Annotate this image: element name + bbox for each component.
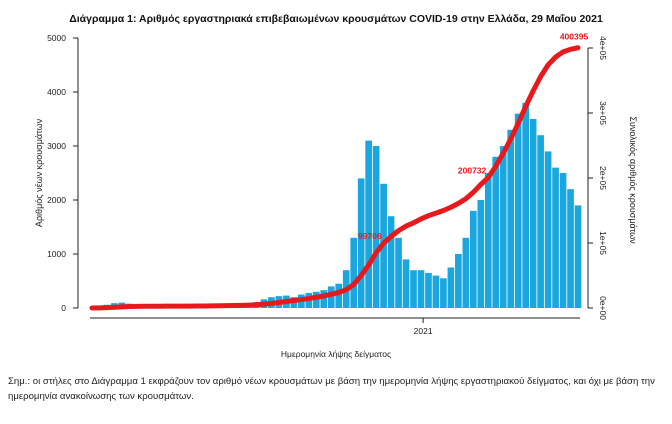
y-tick-label: 2000 — [47, 195, 66, 205]
cumulative-line — [89, 45, 581, 311]
bar — [477, 200, 485, 308]
chart-svg: Διάγραμμα 1: Αριθμός εργαστηριακά επιβεβ… — [34, 13, 638, 359]
y2-axis-label: Συνολικός αριθμός κρουσμάτων — [628, 116, 638, 244]
x-tick-label: 2021 — [414, 326, 433, 336]
bar — [567, 189, 574, 308]
y-tick-label: 5000 — [47, 33, 66, 43]
bar — [522, 102, 529, 308]
bar — [455, 254, 462, 308]
cumulative-annotation: 99706 — [358, 231, 382, 241]
bar — [402, 259, 410, 308]
bar — [425, 272, 432, 308]
y2-tick-label: 0e+00 — [598, 296, 608, 320]
y2-tick-label: 1e+05 — [598, 231, 608, 255]
bar — [469, 210, 477, 308]
bar — [387, 216, 395, 308]
y2-tick-label: 2e+05 — [598, 166, 608, 190]
bar — [462, 237, 470, 308]
bar — [529, 119, 537, 308]
bar — [432, 275, 440, 308]
bar — [320, 290, 328, 308]
bar — [574, 205, 582, 308]
y-tick-label: 1000 — [47, 249, 66, 259]
bar — [410, 270, 417, 308]
bar — [514, 113, 522, 308]
bar — [544, 151, 552, 308]
bar — [484, 173, 492, 308]
chart-title: Διάγραμμα 1: Αριθμός εργαστηριακά επιβεβ… — [69, 13, 603, 25]
x-axis-label: Ημερομηνία λήψης δείγματος — [281, 349, 391, 359]
bar — [537, 135, 544, 308]
bar — [365, 140, 372, 308]
bar — [372, 146, 380, 308]
y2-tick-label: 4e+05 — [598, 36, 608, 60]
bar — [350, 237, 358, 308]
bar — [440, 278, 447, 308]
bar — [312, 291, 320, 308]
bar — [559, 173, 567, 308]
bar — [395, 237, 402, 308]
y-tick-label: 3000 — [47, 141, 66, 151]
bar — [499, 146, 507, 308]
y2-tick-label: 3e+05 — [598, 101, 608, 125]
chart-note: Σημ.: οι στήλες στο Διάγραμμα 1 εκφράζου… — [8, 376, 655, 402]
bar — [447, 267, 455, 308]
bar — [357, 178, 365, 308]
bar — [492, 156, 500, 308]
y-axis-label: Αριθμός νέων κρουσμάτων — [34, 118, 44, 227]
cumulative-annotation: 400395 — [560, 32, 589, 42]
cumulative-annotation: 200732 — [458, 166, 487, 176]
y-tick-label: 0 — [61, 303, 66, 313]
bar — [335, 283, 343, 308]
bar — [417, 270, 425, 308]
bar — [552, 167, 559, 308]
bar — [507, 129, 515, 308]
bar — [327, 286, 335, 308]
y-tick-label: 4000 — [47, 87, 66, 97]
